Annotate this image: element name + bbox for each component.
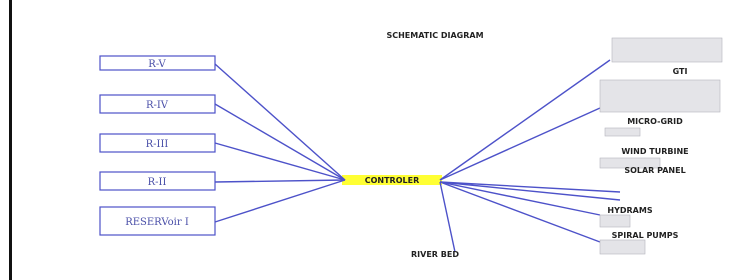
reservoir-label: R-V xyxy=(148,59,166,70)
output-label: HYDRAMS xyxy=(607,206,652,215)
output-label: SOLAR PANEL xyxy=(624,166,685,175)
river-bed: RIVER BED xyxy=(411,250,459,259)
micro-grid-parts xyxy=(605,128,640,136)
reservoir-label: R-IV xyxy=(146,100,169,111)
title: SCHEMATIC DIAGRAM xyxy=(386,31,483,40)
diagram: SCHEMATIC DIAGRAM CONTROLER R-V R-IV R-III… xyxy=(0,0,749,280)
reservoir-label: R-III xyxy=(146,139,169,150)
gti-picture xyxy=(612,38,722,62)
output-label: MICRO-GRID xyxy=(627,117,683,126)
pump-picture xyxy=(600,240,645,254)
output-label: SPIRAL PUMPS xyxy=(612,231,679,240)
micro-grid-picture xyxy=(600,80,720,112)
output-label: GTI xyxy=(673,67,688,76)
reservoir-label: R-II xyxy=(148,177,167,188)
edge-bar xyxy=(9,0,12,280)
reservoir-label: RESERVoir I xyxy=(125,217,189,228)
hydram-picture xyxy=(600,215,630,227)
output-label: WIND TURBINE xyxy=(621,147,688,156)
controller: CONTROLER xyxy=(365,176,420,185)
